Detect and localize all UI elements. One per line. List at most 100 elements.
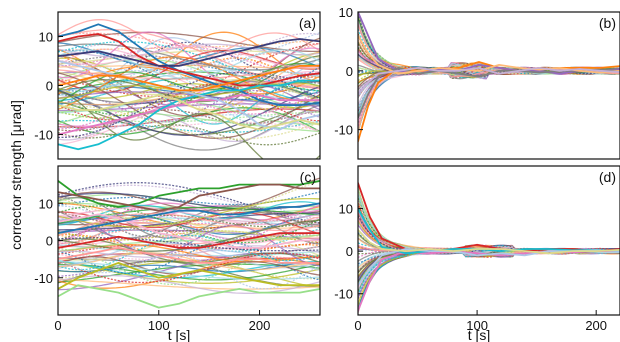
y-tick-label: 0 <box>346 64 353 79</box>
trace-line <box>58 55 320 103</box>
plot-area <box>358 12 620 143</box>
series-line <box>358 67 620 96</box>
series-line <box>358 250 620 312</box>
x-axis-label: t [s] <box>168 327 191 342</box>
trace-line <box>58 32 320 56</box>
x-tick-label: 200 <box>585 318 607 333</box>
trace-line <box>58 90 320 159</box>
trace-line <box>58 233 320 256</box>
trace-line <box>58 49 320 101</box>
y-tick-label: -10 <box>34 271 53 286</box>
trace-line <box>58 245 320 258</box>
trace-line <box>58 207 320 223</box>
trace-line <box>58 204 320 246</box>
trace-line <box>58 83 320 122</box>
x-tick-label: 100 <box>466 318 488 333</box>
trace-line <box>58 212 320 237</box>
series-line <box>358 228 620 255</box>
plot-area <box>58 18 320 159</box>
trace-line <box>58 274 320 294</box>
trace-line <box>58 68 320 125</box>
y-tick-label: 10 <box>339 5 353 20</box>
trace-line <box>58 90 320 130</box>
trace-line <box>58 72 320 139</box>
panel-label: (d) <box>599 169 616 185</box>
series-line <box>58 94 320 131</box>
x-axis-label: t [s] <box>468 327 491 342</box>
trace-line <box>58 43 320 71</box>
series-line <box>58 79 320 151</box>
plot-area <box>358 182 620 314</box>
series-line <box>58 284 320 309</box>
trace-line <box>58 58 320 113</box>
x-tick-label: 0 <box>354 318 361 333</box>
trace-line <box>58 32 320 72</box>
trace-line <box>58 234 320 271</box>
trace-line <box>58 124 320 146</box>
trace-line <box>58 263 320 281</box>
trace-line <box>58 180 320 224</box>
series-line <box>58 23 320 106</box>
series-line <box>58 232 320 249</box>
trace-line <box>58 56 320 111</box>
trace-line <box>58 184 320 219</box>
trace-line <box>58 234 320 252</box>
trace-line <box>358 187 620 255</box>
ylabel-shared: corrector strength [μrad] <box>8 100 24 250</box>
axes-frame <box>357 11 620 160</box>
y-tick-label: 10 <box>39 196 53 211</box>
trace-line <box>58 254 320 290</box>
trace-line <box>58 107 320 136</box>
trace-line <box>58 95 320 119</box>
series-line <box>58 38 320 67</box>
trace-line <box>58 62 320 104</box>
trace-line <box>58 213 320 236</box>
trace-line <box>58 119 320 133</box>
trace-line <box>58 41 320 96</box>
trace-line <box>58 114 320 129</box>
trace-line <box>58 196 320 245</box>
trace-line <box>358 67 620 134</box>
trace-line <box>58 109 320 132</box>
panel-label: (b) <box>599 15 616 31</box>
x-tick-label: 0 <box>54 318 61 333</box>
trace-line <box>58 278 320 290</box>
trace-line <box>358 62 620 75</box>
trace-line <box>58 205 320 239</box>
trace-line <box>58 109 320 133</box>
y-tick-label: -10 <box>334 287 353 302</box>
trace-line <box>58 91 320 105</box>
trace-line <box>58 66 320 95</box>
y-tick-label: 0 <box>46 234 53 249</box>
trace-line <box>58 201 320 226</box>
trace-line <box>58 110 320 143</box>
trace-line <box>58 248 320 286</box>
x-tick-label: 100 <box>148 318 170 333</box>
series-line <box>358 67 620 119</box>
trace-line <box>58 258 320 280</box>
y-tick-label: -10 <box>334 123 353 138</box>
axes-frame <box>357 165 620 316</box>
series-line <box>58 60 320 131</box>
series-line <box>58 65 320 92</box>
trace-line <box>58 252 320 284</box>
trace-line <box>58 98 320 146</box>
trace-line <box>58 244 320 257</box>
panel-label: (a) <box>299 15 316 31</box>
series-line <box>58 33 320 87</box>
series-line <box>58 261 320 290</box>
trace-line <box>58 237 320 252</box>
trace-line <box>58 54 320 84</box>
trace-line <box>58 260 320 281</box>
series-line <box>58 202 320 235</box>
trace-line <box>58 45 320 69</box>
panel-a: 10 0 -10 (a) <box>34 11 321 160</box>
trace-line <box>58 252 320 271</box>
series-line <box>58 246 320 264</box>
series-line <box>58 183 320 212</box>
series-line <box>58 94 320 136</box>
panel-label: (c) <box>300 169 316 185</box>
series-line <box>358 12 620 75</box>
